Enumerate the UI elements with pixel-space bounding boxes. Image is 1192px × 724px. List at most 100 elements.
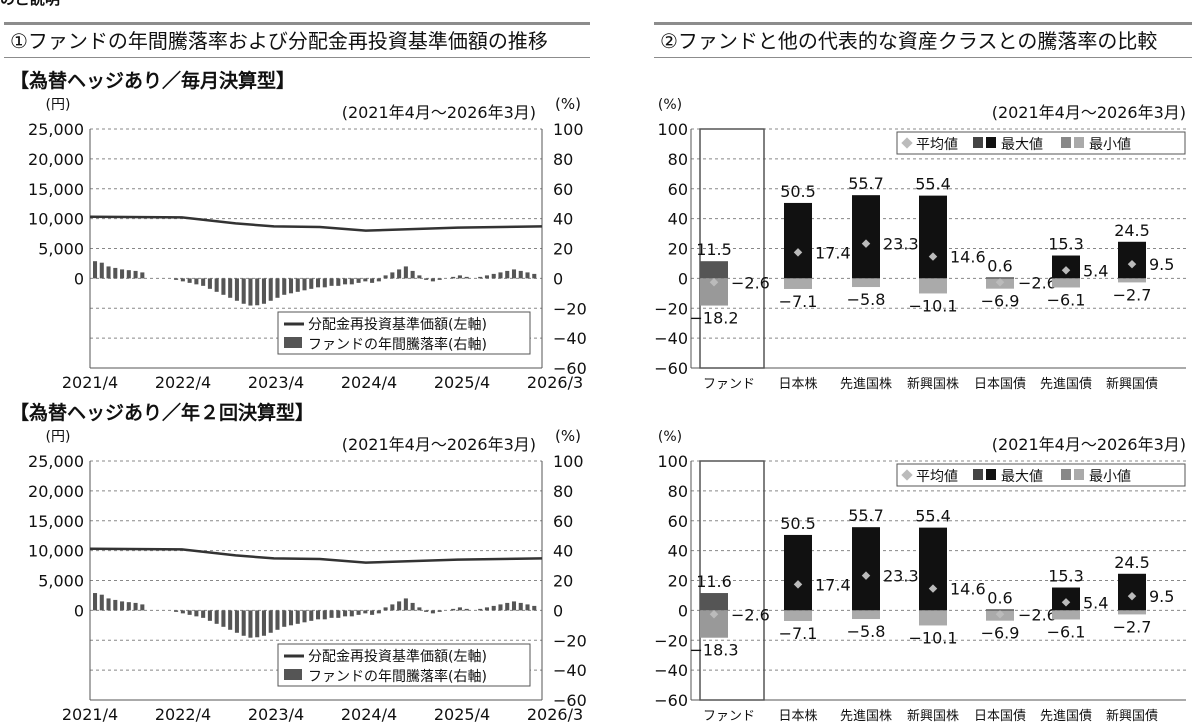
y-axis-tick-label: −20 <box>654 299 688 318</box>
return-bar <box>106 266 111 279</box>
category-label: ファンド <box>703 709 755 724</box>
y-axis-tick-label: 100 <box>657 452 688 471</box>
return-bar <box>201 278 206 286</box>
return-bar <box>349 610 354 617</box>
return-bar <box>532 605 537 611</box>
return-bar <box>336 610 341 618</box>
return-bar <box>228 278 233 298</box>
max-value-label: 24.5 <box>1114 553 1150 572</box>
return-bar <box>511 601 517 611</box>
category-label: 先進国債 <box>1040 377 1092 392</box>
return-bar <box>302 278 307 291</box>
legend-max-label: 最大値 <box>1001 469 1043 485</box>
min-value-label: −2.7 <box>1113 617 1152 636</box>
return-bar <box>316 610 321 620</box>
left-axis-tick-label: 20,000 <box>28 482 84 501</box>
return-bar <box>234 278 239 301</box>
return-bar <box>207 610 212 621</box>
right-axis-tick-label: 0 <box>553 269 563 288</box>
return-bar <box>234 610 239 633</box>
min-value-label: −6.9 <box>981 624 1020 643</box>
return-bar <box>397 269 402 279</box>
x-axis-label: 2023/4 <box>248 373 304 392</box>
x-axis-label: 2026/3 <box>527 373 583 392</box>
price-line <box>89 547 543 564</box>
x-axis-label: 2021/4 <box>62 373 118 392</box>
period-label: (2021年4月～2026年3月) <box>992 103 1186 122</box>
left-axis-tick-label: 25,000 <box>28 452 84 471</box>
y-axis-tick-label: 0 <box>678 269 688 288</box>
legend-avg-label: 平均値 <box>916 469 958 485</box>
return-bar <box>478 608 483 611</box>
y-axis-tick-label: 0 <box>678 601 688 620</box>
legend-min-label: 最小値 <box>1089 137 1131 153</box>
return-bar <box>214 278 219 292</box>
legend-min-swatch <box>1061 137 1071 148</box>
right-axis-tick-label: 20 <box>553 572 573 591</box>
return-bar <box>376 610 381 614</box>
left-axis-tick-label: 15,000 <box>28 512 84 531</box>
return-bar <box>187 278 192 283</box>
left-axis-tick-label: 0 <box>74 269 84 288</box>
avg-value-label: 9.5 <box>1149 255 1174 274</box>
max-value-label: 50.5 <box>780 182 816 201</box>
return-bar <box>403 598 408 611</box>
right-section-title: ②ファンドと他の代表的な資産クラスとの騰落率の比較 <box>654 22 1192 58</box>
return-bar <box>126 602 131 611</box>
x-axis-label: 2024/4 <box>341 705 397 724</box>
right-axis-unit: (%) <box>555 427 581 445</box>
y-axis-tick-label: −40 <box>654 661 688 680</box>
return-bar <box>180 610 185 614</box>
min-bar <box>784 278 812 289</box>
left-axis-tick-label: 15,000 <box>28 180 84 199</box>
avg-value-label: 17.4 <box>815 243 851 262</box>
left-axis-tick-label: 10,000 <box>28 210 84 229</box>
x-axis-label: 2024/4 <box>341 373 397 392</box>
line-bar-chart-monthly: 100 80 60 40 20 0 −20 −40 −60 25,000 20,000 15,000 1… <box>28 95 587 392</box>
return-bar <box>322 610 327 620</box>
category-label: 日本株 <box>778 377 817 392</box>
fund-frame <box>699 460 765 701</box>
return-bar <box>282 278 287 295</box>
x-axis-label: 2025/4 <box>434 705 490 724</box>
category-label: 日本国債 <box>974 709 1026 724</box>
right-axis-tick-label: 100 <box>553 120 584 139</box>
return-bar <box>93 261 98 279</box>
return-bar <box>106 598 111 611</box>
avg-value-label: −2.6 <box>1018 273 1057 292</box>
y-axis-tick-label: 60 <box>668 512 688 531</box>
category-label: 日本株 <box>778 709 817 724</box>
max-value-label: 55.7 <box>848 506 884 525</box>
return-bar <box>437 610 442 612</box>
return-bar <box>451 276 456 279</box>
legend-max-swatch <box>973 469 983 480</box>
return-bar <box>268 278 273 301</box>
max-bar <box>986 609 1014 611</box>
category-label: ファンド <box>703 377 755 392</box>
return-bar <box>120 601 125 611</box>
period-label: (2021年4月～2026年3月) <box>992 435 1186 454</box>
return-bar <box>113 599 118 611</box>
return-bar <box>93 593 98 611</box>
return-bar <box>241 278 246 304</box>
y-axis-tick-label: −60 <box>654 359 688 378</box>
return-bar <box>248 610 253 638</box>
right-axis-tick-label: 100 <box>553 452 584 471</box>
return-bar <box>518 270 523 279</box>
return-bar <box>174 610 179 612</box>
return-bar <box>214 610 219 624</box>
right-axis-tick-label: −60 <box>553 691 587 710</box>
return-bar <box>356 610 361 615</box>
return-bar <box>187 610 192 615</box>
return-bar <box>363 610 368 614</box>
legend-min-label: 最小値 <box>1089 469 1131 485</box>
return-bar <box>261 610 266 636</box>
right-axis-tick-label: −40 <box>553 329 587 348</box>
avg-marker <box>1061 266 1071 275</box>
legend-min-swatch <box>1074 137 1084 148</box>
return-bar <box>403 266 408 279</box>
return-bar <box>126 270 131 279</box>
return-bar <box>309 610 314 621</box>
left-axis-tick-label: 10,000 <box>28 542 84 561</box>
right-axis-tick-label: 40 <box>553 542 573 561</box>
